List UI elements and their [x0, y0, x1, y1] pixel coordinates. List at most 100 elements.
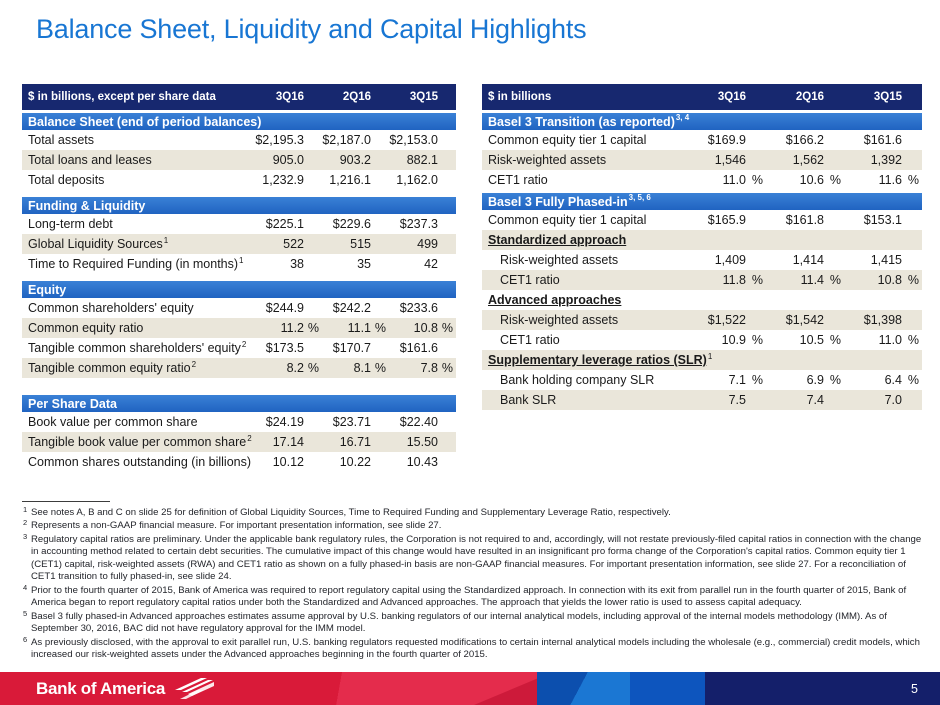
value-cell: $169.9: [685, 133, 763, 147]
footnote-number: 5: [23, 608, 28, 618]
percent-sign: [304, 435, 319, 449]
value-cell: 10.9%: [685, 333, 763, 347]
label-text: Common equity tier 1 capital: [488, 213, 647, 227]
section-gap: [22, 274, 456, 281]
value-cell: $229.6: [319, 217, 386, 231]
label-text: Tangible book value per common share: [28, 435, 247, 449]
label-text: Basel 3 Fully Phased-in: [488, 194, 628, 209]
value: $2,153.0: [389, 133, 438, 147]
footnote-number: 2: [23, 518, 28, 528]
percent-sign: [304, 415, 319, 429]
percent-sign: [824, 133, 841, 147]
percent-sign: [746, 313, 763, 327]
percent-sign: [304, 91, 319, 103]
table-row: Bank holding company SLR 7.1% 6.9% 6.4%: [482, 370, 922, 390]
row-label: Total deposits: [28, 173, 252, 187]
row-label: Common equity tier 1 capital: [488, 213, 685, 227]
value-cell: $1,398: [841, 313, 919, 327]
value-cell: 1,232.9: [252, 173, 319, 187]
table-row: Common equity ratio 11.2% 11.1% 10.8%: [22, 318, 456, 338]
percent-sign: [824, 153, 841, 167]
value: 16.71: [339, 435, 371, 449]
percent-sign: [438, 217, 453, 231]
percent-sign: %: [751, 373, 763, 387]
label-text: Basel 3 Transition (as reported): [488, 114, 675, 129]
footnote-number: 1: [23, 505, 28, 514]
row-label: CET1 ratio: [488, 273, 685, 287]
footnote-text: Basel 3 fully phased-in Advanced approac…: [31, 610, 887, 635]
section-title: Basel 3 Fully Phased-in3, 5, 6: [488, 193, 651, 209]
table-row: Bank SLR 7.5 7.4 7.0: [482, 390, 922, 410]
percent-sign: [438, 153, 453, 167]
value: 38: [290, 257, 304, 271]
value-cell: 15.50: [386, 435, 453, 449]
percent-sign: [304, 237, 319, 251]
label-text: Time to Required Funding (in months): [28, 257, 239, 271]
value-cell: 11.8%: [685, 273, 763, 287]
label-text: Balance Sheet (end of period balances): [28, 114, 262, 129]
percent-sign: [438, 301, 453, 315]
section-gap: [22, 190, 456, 197]
row-label: Global Liquidity Sources1: [28, 236, 252, 251]
value: 11.0: [722, 173, 746, 187]
percent-sign: [304, 341, 319, 355]
row-label: Risk-weighted assets: [488, 313, 685, 327]
value: 15.50: [406, 435, 438, 449]
value-cell: 16.71: [319, 435, 386, 449]
row-label: CET1 ratio: [488, 333, 685, 347]
row-label: Tangible common equity ratio2: [28, 360, 252, 375]
footnote-marker: 3, 5, 6: [628, 193, 651, 203]
percent-sign: [824, 313, 841, 327]
percent-sign: [746, 393, 763, 407]
value-cell: $165.9: [685, 213, 763, 227]
row-label: Risk-weighted assets: [488, 253, 685, 267]
table-row: Risk-weighted assets $1,522 $1,542 $1,398: [482, 310, 922, 330]
value-cell: 8.2%: [252, 361, 319, 375]
table-row: Tangible common shareholders' equity2 $17…: [22, 338, 456, 358]
value-cell: 1,409: [685, 253, 763, 267]
label-text: Common equity tier 1 capital: [488, 133, 647, 147]
table-row: Time to Required Funding (in months)1 38 3…: [22, 254, 456, 274]
value-cell: $2,195.3: [252, 133, 319, 147]
footnote: 5 Basel 3 fully phased-in Advanced approa…: [22, 608, 922, 636]
value-cell: $22.40: [386, 415, 453, 429]
percent-sign: [304, 301, 319, 315]
value-cell: $24.19: [252, 415, 319, 429]
value: $166.2: [785, 133, 824, 147]
value: 11.4: [800, 273, 824, 287]
footnote-text: Represents a non-GAAP financial measure.…: [31, 520, 442, 532]
label-text: Common shares outstanding (in billions): [28, 455, 252, 469]
percent-sign: [438, 415, 453, 429]
value: 1,415: [870, 253, 902, 267]
footnote-marker: 1: [707, 351, 713, 361]
value: 1,162.0: [396, 173, 438, 187]
percent-sign: %: [829, 273, 841, 287]
label-text: CET1 ratio: [488, 173, 548, 187]
percent-sign: %: [751, 333, 763, 347]
capital-table: $ in billions 3Q16 2Q16 3Q15 Basel 3 Transit…: [482, 84, 922, 410]
label-text: Tangible common shareholders' equity: [28, 341, 241, 355]
table-row: Total loans and leases 905.0 903.2 882.1: [22, 150, 456, 170]
label-text: CET1 ratio: [500, 273, 560, 287]
value: $244.9: [265, 301, 304, 315]
percent-sign: [371, 415, 386, 429]
row-label: Bank holding company SLR: [488, 373, 685, 387]
row-label: Common shares outstanding (in billions): [28, 455, 252, 469]
table-row: Tangible common equity ratio2 8.2% 8.1% 7.8…: [22, 358, 456, 378]
percent-sign: [902, 253, 919, 267]
row-label: Common equity ratio: [28, 321, 252, 335]
logo-text: Bank of America: [36, 678, 166, 698]
label-text: Tangible common equity ratio: [28, 361, 191, 375]
value: $173.5: [265, 341, 304, 355]
column-header-label: 3Q15: [873, 91, 902, 103]
value-cell: $161.8: [763, 213, 841, 227]
row-label: Total loans and leases: [28, 153, 252, 167]
value: 42: [424, 257, 438, 271]
percent-sign: [371, 153, 386, 167]
value: $225.1: [265, 217, 304, 231]
row-label: Bank SLR: [488, 393, 685, 407]
footer-bar: Bank of America 5: [0, 672, 940, 705]
value: 11.8: [722, 273, 746, 287]
value: 1,546: [714, 153, 746, 167]
section-title: Per Share Data: [28, 397, 117, 411]
